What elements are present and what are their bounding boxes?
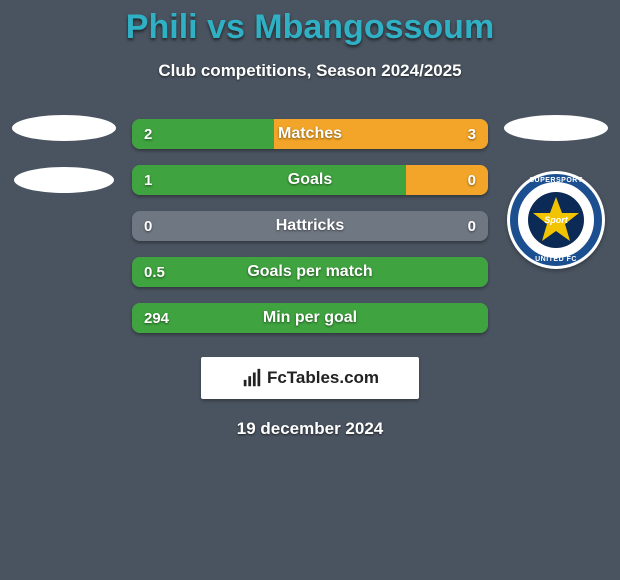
bar-label: Goals: [132, 165, 488, 195]
left-club-logo-placeholder: [14, 167, 114, 193]
subtitle: Club competitions, Season 2024/2025: [0, 61, 620, 81]
content: Phili vs Mbangossoum Club competitions, …: [0, 0, 620, 439]
main-row: 23Matches 10Goals 00Hattricks 0.5Goals per …: [0, 119, 620, 349]
stat-bar-row: 00Hattricks: [132, 211, 488, 241]
left-player-photo-placeholder: [12, 115, 116, 141]
stat-bar-row: 23Matches: [132, 119, 488, 149]
stat-bar-row: 294Min per goal: [132, 303, 488, 333]
bar-label: Goals per match: [132, 257, 488, 287]
page-title: Phili vs Mbangossoum: [0, 0, 620, 47]
stat-bars: 23Matches 10Goals 00Hattricks 0.5Goals per …: [124, 119, 496, 349]
bar-chart-icon: [241, 367, 263, 389]
badge-bottom-text: UNITED FC: [507, 256, 605, 263]
stat-bar-row: 10Goals: [132, 165, 488, 195]
right-player-photo-placeholder: [504, 115, 608, 141]
right-club-badge: SUPERSPORT UNITED FC Sport: [507, 171, 605, 269]
brand-box[interactable]: FcTables.com: [201, 357, 419, 399]
date-text: 19 december 2024: [0, 419, 620, 439]
stat-bar-row: 0.5Goals per match: [132, 257, 488, 287]
bar-label: Hattricks: [132, 211, 488, 241]
bar-label: Min per goal: [132, 303, 488, 333]
brand-text: FcTables.com: [267, 368, 379, 388]
left-side: [4, 119, 124, 193]
badge-center-text: Sport: [544, 215, 568, 225]
badge-inner: Sport: [528, 192, 584, 248]
bar-label: Matches: [132, 119, 488, 149]
right-side: SUPERSPORT UNITED FC Sport: [496, 119, 616, 269]
badge-top-text: SUPERSPORT: [507, 177, 605, 184]
